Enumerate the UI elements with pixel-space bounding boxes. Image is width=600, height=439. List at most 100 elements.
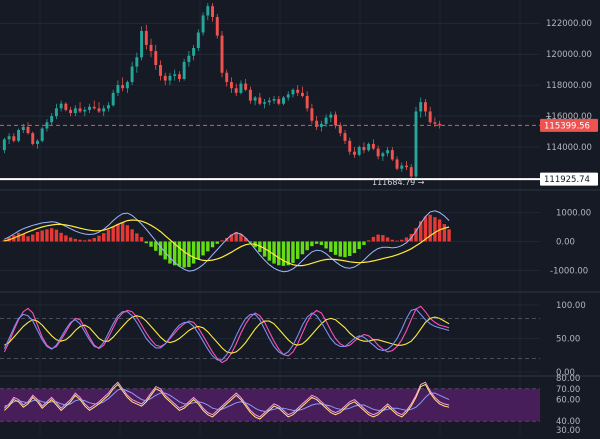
rsi-tick-label: 70.00 — [556, 385, 580, 395]
macd-bar — [139, 237, 144, 242]
candle-body — [433, 122, 437, 124]
price-tick-label: 116000.00 — [546, 112, 592, 122]
candle-body — [159, 65, 162, 76]
macd-bar — [196, 241, 201, 260]
macd-tick-label: -1000.00 — [550, 267, 588, 277]
macd-bar — [177, 241, 182, 267]
rsi-band — [0, 388, 540, 422]
candle-body — [196, 32, 200, 48]
current-price-tag-bg — [540, 118, 598, 132]
candle-body — [409, 167, 413, 177]
candle-body — [12, 136, 16, 141]
rsi-band-rect — [0, 388, 540, 422]
candle-body — [64, 103, 68, 110]
macd-bar — [338, 241, 342, 257]
stoch-axis: 100.00 50.00 0.00 — [556, 301, 586, 378]
candle-body — [315, 120, 319, 127]
candle-body — [300, 92, 304, 96]
candle-body — [31, 133, 35, 144]
candle-body — [17, 130, 21, 141]
macd-bar — [376, 234, 380, 242]
macd-bar — [229, 234, 234, 242]
stoch-line — [3, 308, 450, 361]
candle-body — [177, 74, 181, 79]
macd-bar — [281, 241, 286, 266]
macd-bar — [149, 241, 153, 247]
macd-bar — [423, 216, 428, 242]
macd-bar — [395, 240, 399, 242]
horizontal-line-tag: 111925.74 — [540, 172, 598, 186]
candle-body — [319, 123, 323, 127]
candle-body — [50, 116, 54, 123]
rsi-lines[interactable] — [4, 381, 450, 420]
candle-body — [414, 111, 418, 177]
candle-body — [59, 103, 63, 109]
candle-body — [92, 106, 96, 109]
candle-body — [168, 75, 172, 81]
candle-body — [234, 88, 238, 93]
macd-bar — [35, 231, 40, 242]
macd-bar — [239, 233, 243, 242]
macd-bar — [428, 214, 432, 242]
candle-body — [371, 143, 375, 149]
candle-body — [438, 123, 442, 126]
macd-lines[interactable] — [4, 210, 450, 273]
macd-bar — [371, 236, 376, 242]
candle-body — [97, 108, 101, 112]
candle-body — [201, 15, 205, 33]
macd-tick-label: 0.00 — [556, 238, 575, 248]
candle-body — [163, 75, 167, 81]
candle-body — [182, 61, 186, 79]
macd-bar — [300, 241, 305, 255]
macd-bar — [319, 241, 324, 245]
macd-bar — [102, 233, 106, 242]
candle-body — [140, 30, 144, 58]
candle-body — [225, 72, 229, 83]
candle-body — [310, 108, 314, 121]
macd-bar — [158, 241, 163, 256]
stoch-line — [3, 305, 450, 364]
macd-bar — [135, 233, 139, 242]
candle-body — [229, 82, 233, 89]
macd-bar — [333, 241, 338, 255]
macd-bar — [220, 240, 224, 242]
macd-bar — [329, 241, 333, 252]
macd-bar — [362, 241, 366, 245]
candle-body — [353, 151, 356, 155]
candle-body — [192, 47, 196, 56]
candle-body — [187, 55, 191, 62]
rsi-axis: 80.00 70.00 60.00 40.00 30.00 — [556, 374, 580, 436]
candle-body — [78, 108, 82, 112]
candle-body — [405, 165, 408, 168]
macd-tick-label: 1000.00 — [556, 209, 591, 219]
macd-bar — [442, 224, 447, 242]
candle-body — [367, 143, 371, 151]
candle-body — [395, 159, 399, 169]
macd-bar — [343, 241, 347, 258]
candlestick-series[interactable] — [2, 3, 442, 183]
macd-bar — [404, 237, 409, 242]
macd-bar — [16, 232, 21, 242]
candle-body — [419, 102, 423, 112]
candle-body — [215, 17, 219, 36]
candle-body — [73, 108, 77, 113]
stoch-tick-label: 100.00 — [556, 301, 586, 311]
macd-bar — [45, 229, 49, 242]
macd-bar — [295, 241, 300, 259]
price-tick-label: 114000.00 — [546, 143, 592, 153]
candle-body — [248, 89, 252, 101]
candle-body — [45, 122, 49, 129]
candle-body — [348, 140, 352, 152]
horizontal-line-tag-bg — [540, 172, 598, 186]
macd-bar — [243, 238, 248, 242]
stochastic-lines[interactable] — [3, 305, 450, 364]
candle-body — [263, 102, 267, 104]
horizontal-line-label: 111925.74 — [544, 175, 590, 185]
candle-body — [244, 83, 248, 90]
candle-body — [334, 114, 338, 126]
signal-line — [4, 219, 450, 267]
macd-bar — [182, 241, 186, 268]
